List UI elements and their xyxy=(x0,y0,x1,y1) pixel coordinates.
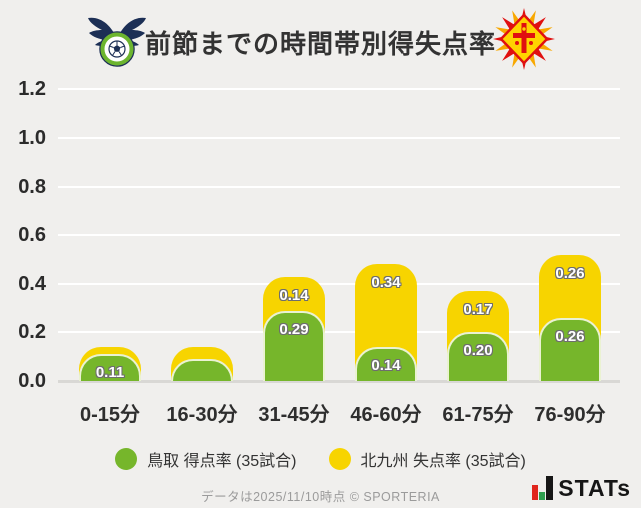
stats-brand-name: STATs xyxy=(558,475,631,501)
giravanz-kitakyushu-logo-icon xyxy=(493,8,555,70)
page-title: 前節までの時間帯別得失点率 xyxy=(144,29,496,59)
x-axis-category-label: 16-30分 xyxy=(166,404,238,426)
y-axis-tick-label: 0.2 xyxy=(18,321,46,344)
legend-item: 鳥取 得点率 (35試合) xyxy=(115,447,297,471)
x-axis-category-label: 46-60分 xyxy=(350,404,422,426)
yellow-segment-value-label: 0.17 xyxy=(463,301,493,318)
bar-group: 0.26 0.26 xyxy=(539,255,601,381)
y-axis-tick-label: 0.4 xyxy=(18,272,46,295)
tottori-scored-segment xyxy=(355,347,417,381)
gridline xyxy=(58,88,620,91)
bar-group: 0.14 0.29 xyxy=(263,277,325,381)
legend-item-label: 北九州 失点率 (35試合) xyxy=(360,453,526,470)
yellow-segment-value-label: 0.14 xyxy=(279,287,309,304)
x-axis-category-label: 0-15分 xyxy=(79,404,141,426)
data-source-note: データは2025/11/10時点 © SPORTERIA xyxy=(201,490,440,504)
gridline xyxy=(58,282,620,285)
stats-brand-logo: STATs xyxy=(532,476,631,500)
gainare-tottori-logo-icon xyxy=(88,17,146,67)
tottori-scored-segment xyxy=(447,332,509,381)
bar-group xyxy=(171,347,233,381)
stats-logo-bars-icon xyxy=(532,476,554,500)
y-axis-tick-label: 0.6 xyxy=(18,224,46,247)
green-segment-value-label: 0.29 xyxy=(279,321,309,338)
green-segment-value-label: 0.26 xyxy=(555,328,585,345)
green-segment-value-label: 0.14 xyxy=(371,357,401,374)
green-segment-value-label: 0.11 xyxy=(95,364,125,381)
legend-color-dot-icon xyxy=(115,448,138,470)
x-axis-baseline xyxy=(58,380,620,383)
legend-color-dot-icon xyxy=(328,448,351,470)
x-axis-category-label: 31-45分 xyxy=(258,404,330,426)
yellow-segment-value-label: 0.34 xyxy=(371,274,401,291)
y-axis-tick-label: 0.0 xyxy=(18,370,46,392)
bar-group: 0.11 xyxy=(79,347,141,381)
chart-legend: 鳥取 得点率 (35試合) 北九州 失点率 (35試合) xyxy=(0,447,641,471)
tottori-scored-segment xyxy=(263,311,325,381)
tottori-scored-segment xyxy=(539,318,601,381)
gridline xyxy=(58,331,620,334)
green-segment-value-label: 0.20 xyxy=(463,342,493,359)
y-axis-tick-label: 1.2 xyxy=(18,78,46,101)
bar-group: 0.34 0.14 xyxy=(355,264,417,381)
x-axis-category-label: 76-90分 xyxy=(534,404,606,426)
y-axis-tick-label: 1.0 xyxy=(18,127,46,149)
gridline xyxy=(58,234,620,237)
gridline xyxy=(58,137,620,139)
gridline xyxy=(58,185,620,188)
x-axis-category-label: 61-75分 xyxy=(442,404,514,426)
y-axis-tick-label: 0.8 xyxy=(18,175,46,198)
bar-group: 0.17 0.20 xyxy=(447,291,509,381)
legend-item-label: 鳥取 得点率 (35試合) xyxy=(147,453,297,470)
yellow-segment-value-label: 0.26 xyxy=(555,265,585,282)
legend-item: 北九州 失点率 (35試合) xyxy=(328,447,526,471)
tottori-scored-segment xyxy=(171,359,233,381)
